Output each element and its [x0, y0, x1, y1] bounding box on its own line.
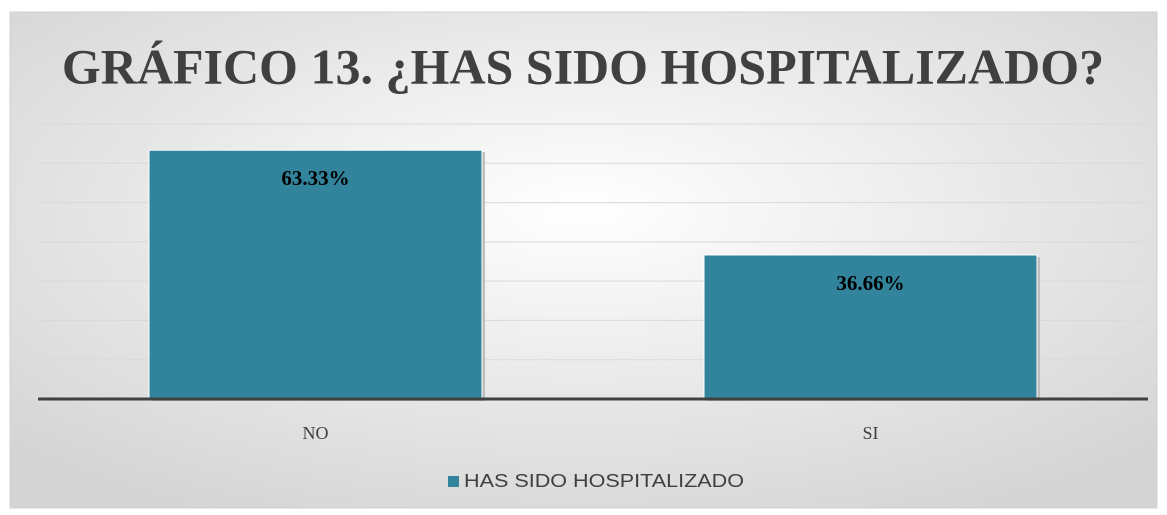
bar — [148, 149, 483, 400]
legend-swatch — [448, 476, 459, 487]
x-tick-label: NO — [303, 423, 329, 443]
bar — [703, 254, 1038, 400]
data-label: 36.66% — [836, 271, 904, 295]
x-tick-label: SI — [862, 423, 878, 443]
data-label: 63.33% — [281, 166, 349, 190]
chart-title: GRÁFICO 13. ¿HAS SIDO HOSPITALIZADO? — [62, 38, 1104, 94]
legend-label: HAS SIDO HOSPITALIZADO — [464, 471, 744, 491]
